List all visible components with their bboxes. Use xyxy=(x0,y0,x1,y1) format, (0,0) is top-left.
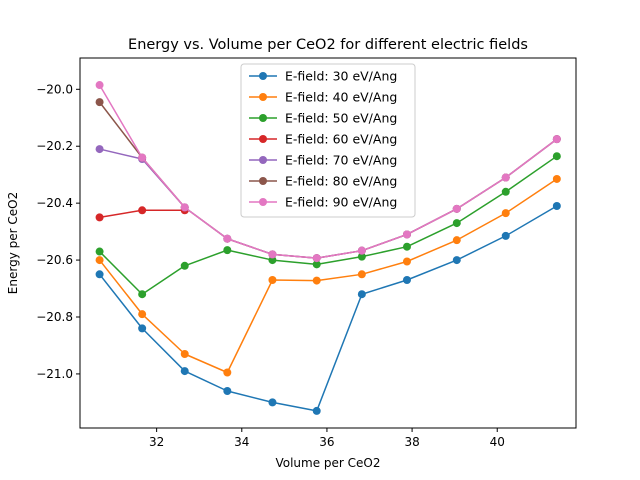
data-point xyxy=(402,230,411,239)
y-axis-label: Energy per CeO2 xyxy=(6,192,20,294)
data-point xyxy=(268,276,277,284)
legend-label: E-field: 50 eV/Ang xyxy=(285,111,397,126)
data-point xyxy=(268,250,277,259)
data-point xyxy=(95,81,104,90)
data-point xyxy=(180,261,189,270)
y-axis-ticks: −21.0 −20.8 −20.6 −20.4 −20.2 −20.0 xyxy=(36,82,80,381)
chart-title: Energy vs. Volume per CeO2 for different… xyxy=(128,37,528,53)
legend-item: E-field: 90 eV/Ang xyxy=(249,195,397,210)
data-point xyxy=(268,398,277,407)
legend-label: E-field: 30 eV/Ang xyxy=(285,69,397,84)
data-point xyxy=(95,145,104,154)
legend-label: E-field: 40 eV/Ang xyxy=(285,90,397,105)
data-point xyxy=(138,153,147,162)
x-axis-label: Volume per CeO2 xyxy=(275,456,380,470)
legend-swatch-marker xyxy=(259,72,267,80)
legend-label: E-field: 90 eV/Ang xyxy=(285,195,397,210)
legend: E-field: 30 eV/Ang E-field: 40 eV/Ang E-fi… xyxy=(240,63,416,218)
data-point xyxy=(312,260,321,269)
data-point xyxy=(501,173,510,182)
legend-swatch-marker xyxy=(259,135,267,143)
data-point xyxy=(268,256,277,265)
legend-box xyxy=(240,63,416,218)
y-tick-label: −20.6 xyxy=(36,253,73,267)
legend-item: E-field: 50 eV/Ang xyxy=(249,111,397,126)
data-point xyxy=(402,257,411,266)
x-tick-label: 36 xyxy=(319,435,334,449)
data-point xyxy=(95,98,104,107)
data-point xyxy=(312,254,321,263)
data-point xyxy=(501,209,510,218)
data-point xyxy=(452,204,461,213)
data-point xyxy=(223,387,232,395)
data-point xyxy=(552,174,561,183)
plot-frame xyxy=(79,57,577,429)
data-point xyxy=(223,234,232,243)
x-tick-label: 34 xyxy=(234,435,249,449)
y-tick-label: −20.4 xyxy=(36,196,73,210)
data-point xyxy=(138,206,147,215)
legend-item: E-field: 80 eV/Ang xyxy=(249,174,397,189)
data-point xyxy=(95,213,104,222)
data-point xyxy=(357,290,366,299)
legend-label: E-field: 80 eV/Ang xyxy=(285,174,397,189)
y-tick-label: −20.8 xyxy=(36,310,73,324)
data-point xyxy=(95,256,104,265)
data-point xyxy=(501,231,510,240)
data-point xyxy=(402,276,411,284)
data-point xyxy=(138,310,147,319)
x-axis-ticks: 32 34 36 38 40 xyxy=(149,428,505,449)
legend-swatch-marker xyxy=(259,198,267,206)
series-1 xyxy=(95,202,561,415)
data-point xyxy=(95,247,104,256)
legend-item: E-field: 30 eV/Ang xyxy=(249,69,397,84)
data-point xyxy=(552,202,561,210)
x-tick-label: 32 xyxy=(149,435,164,449)
data-point xyxy=(452,256,461,265)
data-point xyxy=(138,324,147,333)
data-point xyxy=(452,236,461,245)
data-point xyxy=(501,187,510,196)
data-point xyxy=(552,135,561,144)
legend-swatch-marker xyxy=(259,156,267,164)
data-point xyxy=(180,367,189,376)
data-point xyxy=(357,252,366,261)
x-tick-label: 38 xyxy=(404,435,419,449)
data-point xyxy=(180,350,189,358)
data-point xyxy=(223,246,232,255)
y-tick-label: −20.2 xyxy=(36,139,73,153)
legend-item: E-field: 70 eV/Ang xyxy=(249,153,397,168)
data-point xyxy=(223,368,232,377)
series-2 xyxy=(95,174,561,377)
x-tick-label: 40 xyxy=(490,435,505,449)
data-point xyxy=(452,219,461,228)
legend-label: E-field: 70 eV/Ang xyxy=(285,153,397,168)
data-point xyxy=(552,152,561,161)
series-3 xyxy=(95,152,561,299)
legend-item: E-field: 60 eV/Ang xyxy=(249,132,397,147)
legend-label: E-field: 60 eV/Ang xyxy=(285,132,397,147)
legend-swatch-marker xyxy=(259,114,267,122)
data-point xyxy=(357,246,366,255)
data-point xyxy=(138,290,147,299)
series-layer xyxy=(95,81,561,415)
series-7 xyxy=(95,81,561,263)
data-point xyxy=(357,270,366,279)
data-point xyxy=(312,406,321,415)
y-tick-label: −20.0 xyxy=(36,82,73,96)
data-point xyxy=(402,242,411,251)
data-point xyxy=(312,276,321,285)
data-point xyxy=(180,203,189,212)
legend-swatch-marker xyxy=(259,93,267,101)
legend-swatch-marker xyxy=(259,177,267,185)
data-point xyxy=(95,270,104,279)
y-tick-label: −21.0 xyxy=(36,367,73,381)
legend-item: E-field: 40 eV/Ang xyxy=(249,90,397,105)
